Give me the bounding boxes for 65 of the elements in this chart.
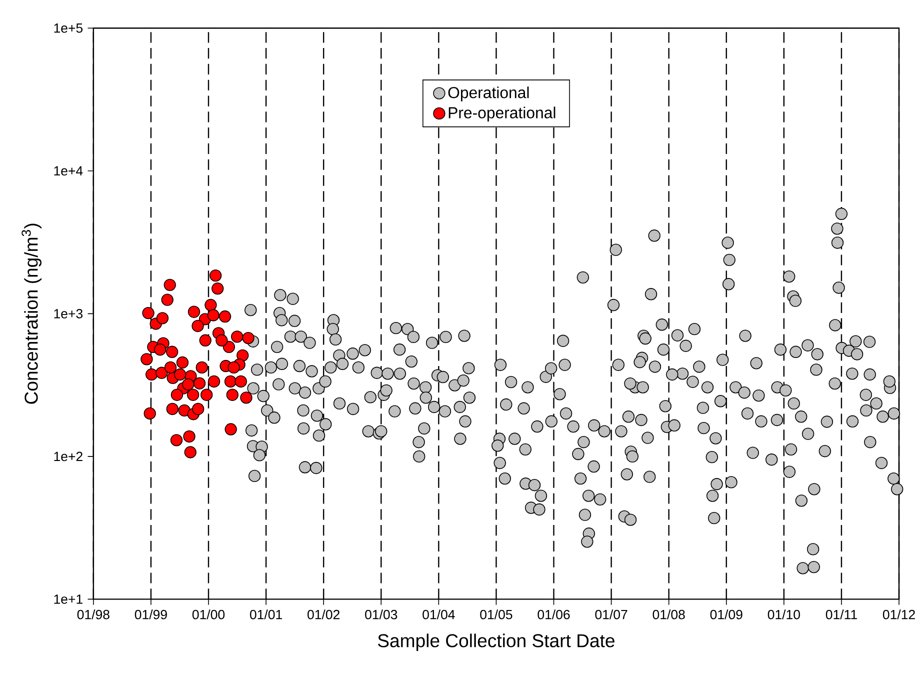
point bbox=[156, 366, 168, 380]
point bbox=[207, 309, 220, 322]
y-tick-label: 1e+2 bbox=[54, 452, 82, 462]
point bbox=[154, 344, 166, 356]
y-tick-label: 1e+5 bbox=[54, 24, 83, 33]
x-tick-label: 01/08 bbox=[652, 610, 685, 620]
point bbox=[142, 307, 154, 320]
point bbox=[218, 310, 232, 323]
point bbox=[240, 392, 252, 404]
x-tick-label: 01/10 bbox=[768, 610, 800, 620]
x-tick-label: 01/02 bbox=[308, 610, 340, 620]
legend-label: Pre-operational bbox=[448, 106, 556, 122]
x-tick-label: 01/00 bbox=[192, 610, 225, 620]
y-tick-label: 1e+4 bbox=[54, 166, 83, 176]
x-tick-label: 01/09 bbox=[710, 610, 742, 620]
point bbox=[200, 388, 213, 402]
x-tick-label: 01/98 bbox=[77, 610, 110, 620]
point bbox=[161, 294, 174, 306]
point bbox=[199, 334, 212, 347]
x-tick-label: 01/04 bbox=[422, 610, 455, 620]
point bbox=[228, 362, 240, 374]
point bbox=[183, 430, 196, 443]
point bbox=[193, 377, 206, 390]
x-tick-label: 01/05 bbox=[480, 610, 512, 620]
point bbox=[208, 376, 220, 388]
point bbox=[174, 368, 186, 381]
point bbox=[176, 356, 189, 369]
y-axis-title: Concentration (ng/m$^{3}$) bbox=[22, 224, 42, 404]
point bbox=[144, 408, 156, 420]
point bbox=[224, 376, 237, 388]
point bbox=[170, 434, 183, 446]
point bbox=[192, 403, 204, 416]
point bbox=[146, 368, 158, 381]
point bbox=[209, 270, 222, 282]
x-tick-label: 01/03 bbox=[365, 610, 398, 620]
legend-label: Operational bbox=[448, 86, 529, 102]
point bbox=[186, 388, 200, 402]
point bbox=[164, 279, 176, 292]
y-tick-label: 1e+1 bbox=[54, 594, 82, 604]
x-tick-label: 01/01 bbox=[250, 610, 282, 620]
point bbox=[166, 403, 178, 416]
point bbox=[231, 330, 244, 343]
point bbox=[188, 306, 200, 318]
point bbox=[182, 378, 194, 391]
point bbox=[234, 376, 247, 388]
y-tick-label: 1e+3 bbox=[54, 309, 83, 319]
point bbox=[170, 388, 184, 402]
x-tick-label: 01/07 bbox=[595, 610, 628, 620]
point bbox=[204, 299, 217, 312]
point bbox=[164, 362, 177, 374]
point bbox=[212, 282, 224, 295]
point bbox=[226, 388, 238, 402]
x-axis-title: Sample Collection Start Date bbox=[378, 634, 614, 652]
point bbox=[184, 446, 196, 459]
x-tick-label: 01/99 bbox=[134, 610, 167, 620]
point bbox=[166, 346, 178, 358]
x-tick-label: 01/12 bbox=[882, 610, 915, 620]
point bbox=[140, 353, 153, 366]
x-tick-label: 01/11 bbox=[826, 610, 857, 620]
point bbox=[216, 334, 228, 347]
point bbox=[156, 312, 169, 324]
point bbox=[224, 423, 237, 436]
point bbox=[196, 362, 208, 374]
x-tick-label: 01/06 bbox=[538, 610, 570, 620]
point bbox=[192, 320, 204, 332]
